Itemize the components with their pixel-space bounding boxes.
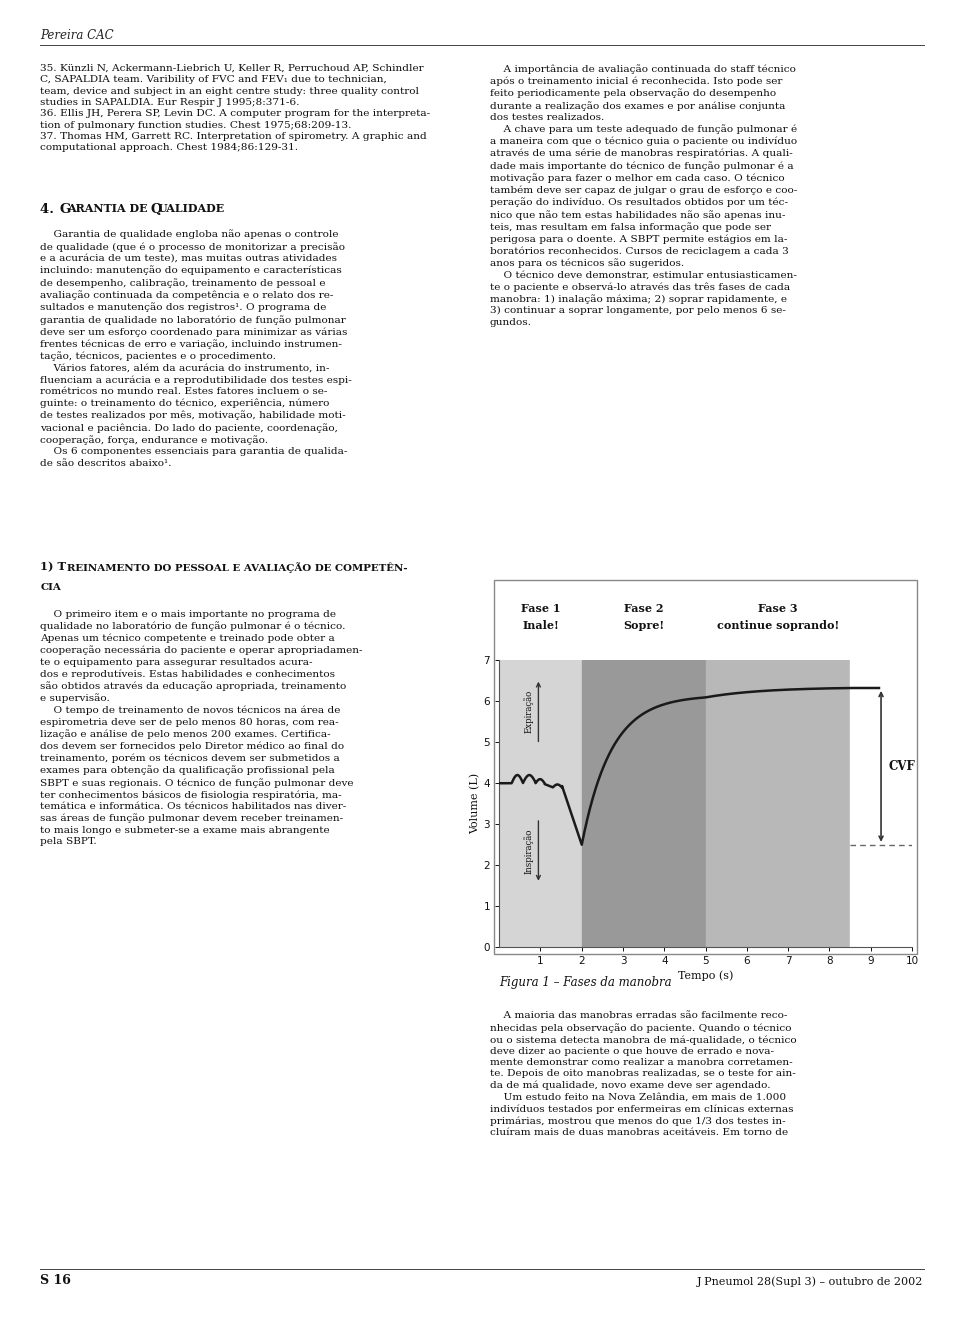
Text: Garantia de qualidade engloba não apenas o controle
de qualidade (que é o proces: Garantia de qualidade engloba não apenas… — [40, 229, 352, 468]
Bar — [851, 660, 912, 947]
Text: Pereira CAC: Pereira CAC — [40, 29, 114, 43]
Text: REINAMENTO DO PESSOAL E AVALIAÇÃO DE COMPETÊN-: REINAMENTO DO PESSOAL E AVALIAÇÃO DE COM… — [67, 562, 408, 572]
Text: Inspiração: Inspiração — [524, 828, 534, 874]
X-axis label: Tempo (s): Tempo (s) — [678, 970, 733, 980]
Text: Figura 1 – Fases da manobra: Figura 1 – Fases da manobra — [499, 976, 672, 990]
Bar — [582, 660, 706, 947]
Text: Fase 3: Fase 3 — [758, 603, 798, 614]
Text: UALIDADE: UALIDADE — [157, 203, 225, 213]
Bar — [499, 660, 582, 947]
Text: Fase 2: Fase 2 — [624, 603, 663, 614]
Text: A maioria das manobras erradas são facilmente reco-
nhecidas pela observação do : A maioria das manobras erradas são facil… — [490, 1011, 796, 1137]
Text: ARANTIA DE: ARANTIA DE — [67, 203, 152, 213]
Text: Q: Q — [151, 203, 162, 216]
Text: Inale!: Inale! — [522, 620, 559, 631]
Text: 1) T: 1) T — [40, 562, 66, 572]
Text: S 16: S 16 — [40, 1274, 71, 1287]
Text: continue soprando!: continue soprando! — [717, 620, 839, 631]
Text: 35. Künzli N, Ackermann-Liebrich U, Keller R, Perruchoud AP, Schindler
C, SAPALD: 35. Künzli N, Ackermann-Liebrich U, Kell… — [40, 64, 430, 152]
Text: Expiração: Expiração — [524, 690, 534, 734]
Text: CIA: CIA — [40, 583, 61, 592]
Text: A importância de avaliação continuada do staff técnico
após o treinamento inicia: A importância de avaliação continuada do… — [490, 64, 797, 327]
Text: G: G — [60, 203, 71, 216]
Text: J Pneumol 28(Supl 3) – outubro de 2002: J Pneumol 28(Supl 3) – outubro de 2002 — [697, 1277, 924, 1287]
Text: 4.: 4. — [40, 203, 59, 216]
Text: Sopre!: Sopre! — [623, 620, 664, 631]
Y-axis label: Volume (L): Volume (L) — [470, 774, 481, 834]
Text: Fase 1: Fase 1 — [520, 603, 561, 614]
Bar — [706, 660, 851, 947]
Text: CVF: CVF — [888, 760, 915, 772]
Text: O primeiro item e o mais importante no programa de
qualidade no laboratório de f: O primeiro item e o mais importante no p… — [40, 610, 363, 846]
